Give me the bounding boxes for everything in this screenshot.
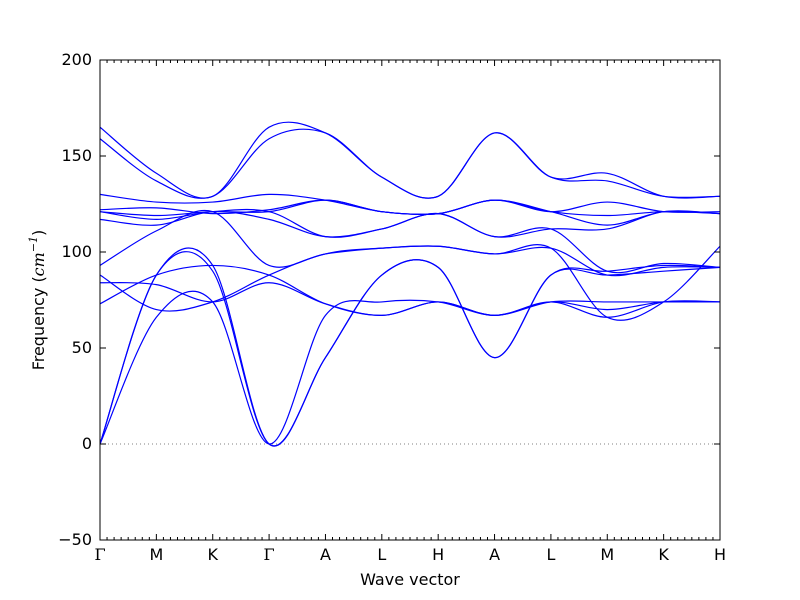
- x-axis-title: Wave vector: [360, 570, 460, 589]
- y-tick-label: −50: [58, 530, 92, 549]
- band-line-11: [99, 121, 721, 199]
- x-tick-label: Γ: [264, 545, 275, 564]
- band-line-14: [99, 290, 721, 445]
- y-tick-label: 200: [61, 50, 92, 69]
- x-tick-label: Γ: [94, 545, 105, 564]
- y-axis-title-unit-open: (: [29, 276, 48, 287]
- y-axis-title-unit: cm: [29, 252, 48, 276]
- x-tick-label: A: [320, 545, 331, 564]
- x-tick-label: K: [658, 545, 669, 564]
- y-axis-title: Frequency (cm−1): [27, 230, 48, 371]
- y-tick-label: 100: [61, 242, 92, 261]
- phonon-bands: [99, 121, 721, 447]
- x-tick-label: H: [714, 545, 726, 564]
- x-tick-label: H: [432, 545, 444, 564]
- x-tick-label: M: [600, 545, 614, 564]
- y-axis-title-text: Frequency: [29, 288, 48, 371]
- x-tick-label: M: [149, 545, 163, 564]
- y-tick-label: 150: [61, 146, 92, 165]
- y-axis-title-unit-exponent: −1: [27, 236, 40, 252]
- x-tick-label: L: [546, 545, 555, 564]
- x-tick-label: K: [207, 545, 218, 564]
- y-axis-title-unit-close: ): [29, 230, 48, 236]
- band-line-13: [99, 251, 721, 447]
- axis-ticks: [99, 59, 721, 541]
- y-tick-label: 0: [82, 434, 92, 453]
- y-tick-labels: −50 0 50 100 150 200: [58, 50, 92, 549]
- band-line-2: [99, 282, 720, 316]
- band-line-9: [99, 193, 721, 216]
- x-tick-label: A: [489, 545, 500, 564]
- y-tick-label: 50: [72, 338, 92, 357]
- plot-area: [99, 121, 721, 447]
- x-tick-label: L: [377, 545, 386, 564]
